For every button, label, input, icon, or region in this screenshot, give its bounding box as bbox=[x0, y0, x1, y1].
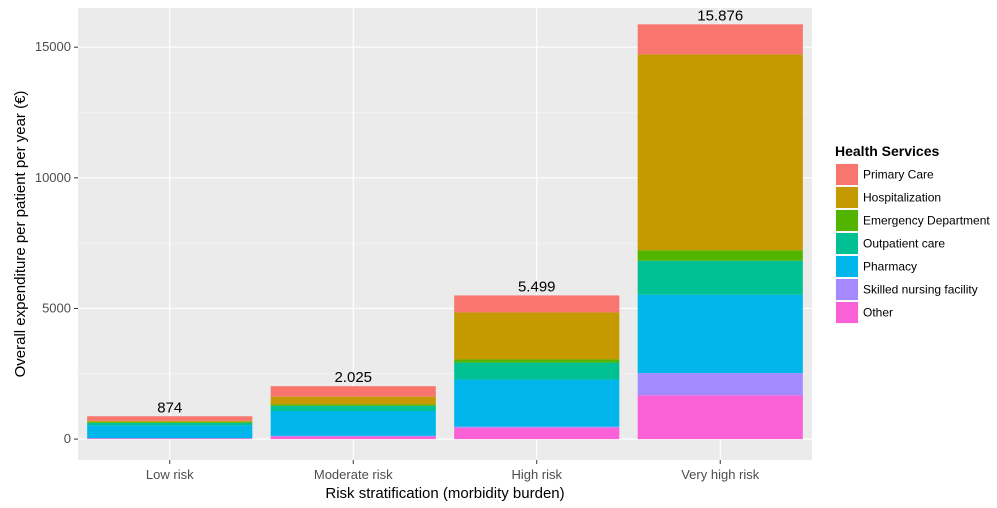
legend-title: Health Services bbox=[835, 143, 939, 159]
bar-segment-moderate-risk-outpatient-care bbox=[270, 405, 436, 412]
x-tick-label: Moderate risk bbox=[314, 467, 393, 482]
x-tick-label: Low risk bbox=[146, 467, 194, 482]
bar-segment-high-risk-outpatient-care bbox=[454, 362, 620, 380]
total-label: 2.025 bbox=[334, 369, 372, 386]
x-tick-label: High risk bbox=[511, 467, 562, 482]
bar-segment-low-risk-primary-care bbox=[87, 416, 253, 421]
bar-segment-moderate-risk-primary-care bbox=[270, 386, 436, 397]
bar-segment-very-high-risk-emergency-department bbox=[637, 250, 803, 261]
bar-segment-moderate-risk-skilled-nursing-facility bbox=[270, 435, 436, 437]
legend: Health Services Primary Care Hospitalizat… bbox=[834, 143, 990, 325]
bar-segment-low-risk-hospitalization bbox=[87, 420, 253, 422]
bar-segment-very-high-risk-primary-care bbox=[637, 24, 803, 55]
y-tick-label: 15000 bbox=[35, 39, 71, 54]
y-tick-label: 10000 bbox=[35, 170, 71, 185]
legend-label: Outpatient care bbox=[863, 237, 945, 251]
bar-segment-moderate-risk-emergency-department bbox=[270, 404, 436, 406]
legend-swatch bbox=[836, 302, 858, 323]
y-tick-label: 5000 bbox=[42, 300, 71, 315]
x-tick-label: Very high risk bbox=[681, 467, 760, 482]
bar-segment-high-risk-emergency-department bbox=[454, 359, 620, 363]
bar-segment-very-high-risk-other bbox=[637, 395, 803, 440]
bar-segment-low-risk-emergency-department bbox=[87, 421, 253, 423]
bar-segment-low-risk-pharmacy bbox=[87, 425, 253, 439]
bar-segment-high-risk-other bbox=[454, 427, 620, 440]
legend-swatch bbox=[836, 210, 858, 231]
total-label: 15.876 bbox=[697, 7, 743, 24]
x-axis: Low risk Moderate risk High risk Very high … bbox=[146, 460, 760, 482]
bar-segment-moderate-risk-other bbox=[270, 436, 436, 440]
legend-label: Hospitalization bbox=[863, 191, 941, 205]
bar-segment-very-high-risk-outpatient-care bbox=[637, 260, 803, 295]
y-tick-label: 0 bbox=[64, 431, 71, 446]
total-label: 874 bbox=[157, 399, 182, 416]
bar-segment-high-risk-pharmacy bbox=[454, 379, 620, 427]
legend-label: Primary Care bbox=[863, 168, 934, 182]
legend-label: Pharmacy bbox=[863, 260, 917, 274]
legend-swatch bbox=[836, 187, 858, 208]
bar-segment-high-risk-skilled-nursing-facility bbox=[454, 426, 620, 428]
legend-swatch bbox=[836, 279, 858, 300]
legend-label: Other bbox=[863, 306, 893, 320]
bar-segment-high-risk-primary-care bbox=[454, 295, 620, 313]
bar-segment-low-risk-outpatient-care bbox=[87, 422, 253, 426]
total-label: 5.499 bbox=[518, 278, 556, 295]
bar-segment-very-high-risk-hospitalization bbox=[637, 54, 803, 251]
bar-segment-low-risk-other bbox=[87, 438, 253, 440]
legend-swatch bbox=[836, 256, 858, 277]
y-axis: 0 5000 10000 15000 bbox=[35, 39, 78, 446]
legend-label: Skilled nursing facility bbox=[863, 283, 978, 297]
legend-label: Emergency Department bbox=[863, 214, 990, 228]
bar-segment-high-risk-hospitalization bbox=[454, 312, 620, 360]
x-axis-title: Risk stratification (morbidity burden) bbox=[325, 485, 564, 502]
totals-layer: 874 2.025 5.499 15.876 bbox=[157, 7, 743, 416]
bars-layer bbox=[87, 24, 803, 440]
legend-swatch bbox=[836, 164, 858, 185]
y-axis-title: Overall expenditure per patient per year… bbox=[12, 91, 29, 378]
bar-segment-moderate-risk-pharmacy bbox=[270, 411, 436, 436]
bar-segment-very-high-risk-skilled-nursing-facility bbox=[637, 373, 803, 396]
bar-segment-very-high-risk-pharmacy bbox=[637, 294, 803, 374]
bar-segment-moderate-risk-hospitalization bbox=[270, 396, 436, 405]
legend-swatch bbox=[836, 233, 858, 254]
